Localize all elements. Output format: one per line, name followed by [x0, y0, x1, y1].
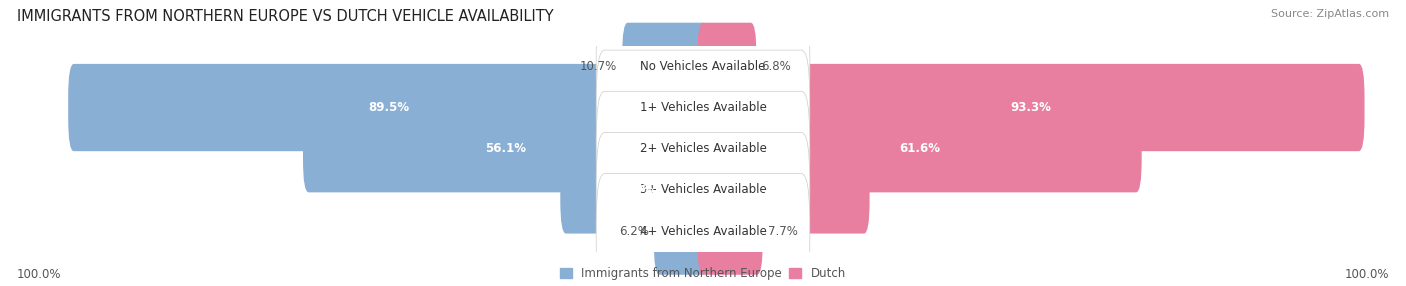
- FancyBboxPatch shape: [621, 23, 709, 110]
- FancyBboxPatch shape: [596, 174, 810, 286]
- FancyBboxPatch shape: [69, 64, 709, 151]
- Text: 6.2%: 6.2%: [619, 225, 650, 238]
- Text: 89.5%: 89.5%: [368, 101, 409, 114]
- Text: 10.7%: 10.7%: [581, 60, 617, 73]
- FancyBboxPatch shape: [304, 105, 709, 192]
- Text: 7.7%: 7.7%: [768, 225, 797, 238]
- Text: 3+ Vehicles Available: 3+ Vehicles Available: [640, 183, 766, 196]
- FancyBboxPatch shape: [596, 9, 810, 124]
- Text: 2+ Vehicles Available: 2+ Vehicles Available: [640, 142, 766, 155]
- FancyBboxPatch shape: [0, 27, 1406, 188]
- Text: 56.1%: 56.1%: [485, 142, 526, 155]
- Text: 100.0%: 100.0%: [17, 268, 62, 281]
- FancyBboxPatch shape: [0, 151, 1406, 286]
- Text: 6.8%: 6.8%: [762, 60, 792, 73]
- Legend: Immigrants from Northern Europe, Dutch: Immigrants from Northern Europe, Dutch: [560, 267, 846, 280]
- FancyBboxPatch shape: [596, 132, 810, 247]
- Text: IMMIGRANTS FROM NORTHERN EUROPE VS DUTCH VEHICLE AVAILABILITY: IMMIGRANTS FROM NORTHERN EUROPE VS DUTCH…: [17, 9, 554, 23]
- Text: 22.9%: 22.9%: [763, 183, 804, 196]
- FancyBboxPatch shape: [697, 187, 762, 275]
- Text: No Vehicles Available: No Vehicles Available: [640, 60, 766, 73]
- Text: 19.5%: 19.5%: [614, 183, 655, 196]
- FancyBboxPatch shape: [596, 50, 810, 165]
- FancyBboxPatch shape: [697, 105, 1142, 192]
- Text: 93.3%: 93.3%: [1011, 101, 1052, 114]
- FancyBboxPatch shape: [697, 64, 1365, 151]
- Text: 100.0%: 100.0%: [1344, 268, 1389, 281]
- Text: 61.6%: 61.6%: [898, 142, 941, 155]
- FancyBboxPatch shape: [0, 110, 1406, 270]
- Text: Source: ZipAtlas.com: Source: ZipAtlas.com: [1271, 9, 1389, 19]
- Text: 1+ Vehicles Available: 1+ Vehicles Available: [640, 101, 766, 114]
- FancyBboxPatch shape: [596, 91, 810, 206]
- FancyBboxPatch shape: [697, 23, 756, 110]
- FancyBboxPatch shape: [0, 68, 1406, 229]
- FancyBboxPatch shape: [654, 187, 709, 275]
- FancyBboxPatch shape: [697, 146, 869, 234]
- FancyBboxPatch shape: [0, 0, 1406, 147]
- FancyBboxPatch shape: [560, 146, 709, 234]
- Text: 4+ Vehicles Available: 4+ Vehicles Available: [640, 225, 766, 238]
